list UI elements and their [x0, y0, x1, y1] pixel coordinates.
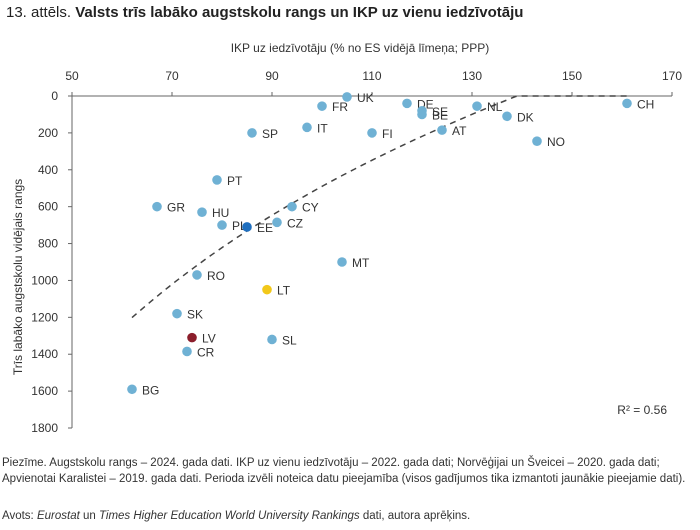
point-label-ro: RO [207, 269, 225, 283]
point-label-gr: GR [167, 201, 185, 215]
y-tick-label: 1800 [31, 421, 58, 435]
point-label-at: AT [452, 124, 467, 138]
point-no [532, 136, 542, 146]
point-label-nl: NL [487, 100, 503, 114]
point-hu [197, 207, 207, 217]
scatter-chart: 50 70 90 110 130 150 170 0 200 400 600 800 1000 1200 1… [11, 41, 682, 435]
point-label-it: IT [317, 121, 328, 135]
point-label-fr: FR [332, 100, 348, 114]
point-bg [127, 384, 137, 395]
point-label-sl: SL [282, 333, 297, 347]
point-it [302, 122, 312, 133]
point-label-uk: UK [357, 91, 374, 105]
point-label-se: SE [432, 105, 448, 119]
point-pl [217, 220, 227, 230]
point-be [417, 109, 427, 120]
figure-title-text: Valsts trīs labāko augstskolu rangs un I… [75, 4, 524, 21]
y-tick-label: 600 [38, 200, 58, 214]
point-label-cy: CY [302, 201, 319, 215]
source-eurostat: Eurostat [36, 510, 80, 522]
point-label-mt: MT [352, 256, 370, 270]
point-label-lv: LV [202, 332, 216, 346]
point-label-dk: DK [517, 110, 534, 124]
point-ch [622, 98, 632, 109]
point-cy [287, 201, 297, 212]
point-cz [272, 217, 282, 228]
point-label-sk: SK [187, 308, 203, 322]
point-at [437, 125, 447, 135]
point-sl [267, 334, 277, 345]
point-label-ee: EE [257, 221, 273, 235]
point-uk [342, 92, 352, 102]
point-pt [212, 175, 222, 185]
x-axis-title: IKP uz iedzīvotāju (% no ES vidējā līmeņ… [231, 41, 490, 55]
chart-source: Avots: Eurostat un Times Higher Educatio… [2, 510, 696, 522]
x-tick-label: 90 [265, 69, 279, 83]
point-label-be: BE [432, 108, 448, 122]
source-suffix: dati, autora aprēķins. [359, 510, 471, 522]
chart-area: 50 70 90 110 130 150 170 0 200 400 600 800 1000 1200 1… [0, 36, 700, 446]
point-label-lt: LT [277, 284, 291, 298]
point-nl [472, 101, 482, 111]
point-label-hu: HU [212, 206, 229, 220]
trendline [131, 95, 627, 319]
point-label-fi: FI [382, 127, 393, 141]
source-the: Times Higher Education World University … [98, 510, 360, 522]
y-tick-label: 1200 [31, 310, 58, 324]
point-ro [192, 270, 202, 280]
chart-note: Piezīme. Augstskolu rangs – 2024. gada d… [2, 457, 686, 485]
point-label-cr: CR [197, 345, 215, 359]
point-label-cz: CZ [287, 216, 303, 230]
x-tick-label: 110 [362, 69, 381, 83]
point-fi [367, 128, 377, 138]
x-tick-label: 150 [562, 69, 582, 83]
y-tick-label: 800 [38, 237, 58, 251]
point-label-sp: SP [262, 127, 278, 141]
figure-number: 13. attēls. [6, 4, 72, 21]
x-tick-label: 130 [462, 69, 482, 83]
figure-title: 13. attēls. Valsts trīs labāko augstskol… [6, 4, 523, 21]
point-dk [502, 111, 512, 122]
y-tick-label: 1400 [31, 347, 58, 361]
y-tick-label: 1600 [31, 384, 58, 398]
point-label-bg: BG [142, 383, 159, 397]
point-cr [182, 346, 192, 357]
point-label-no: NO [547, 135, 565, 149]
point-label-ch: CH [637, 97, 654, 111]
point-ee [242, 222, 252, 232]
y-tick-label: 400 [38, 163, 58, 177]
x-tick-label: 70 [165, 69, 179, 83]
point-mt [337, 257, 347, 267]
point-gr [152, 201, 162, 212]
x-tick-label: 50 [65, 69, 79, 83]
point-fr [317, 101, 327, 111]
y-axis-title: Trīs labāko augstskolu vidējais rangs [11, 179, 25, 375]
source-prefix: Avots: [2, 510, 37, 522]
point-de [402, 98, 412, 109]
y-tick-label: 1000 [31, 273, 58, 287]
y-tick-label: 200 [38, 126, 58, 140]
x-tick-label: 170 [662, 69, 682, 83]
point-lv [187, 332, 197, 343]
point-sk [172, 308, 182, 319]
y-tick-label: 0 [51, 89, 58, 103]
point-sp [247, 128, 257, 138]
source-mid: un [79, 510, 99, 522]
r-squared-label: R² = 0.56 [617, 403, 667, 417]
point-label-pt: PT [227, 174, 243, 188]
point-lt [262, 284, 272, 295]
